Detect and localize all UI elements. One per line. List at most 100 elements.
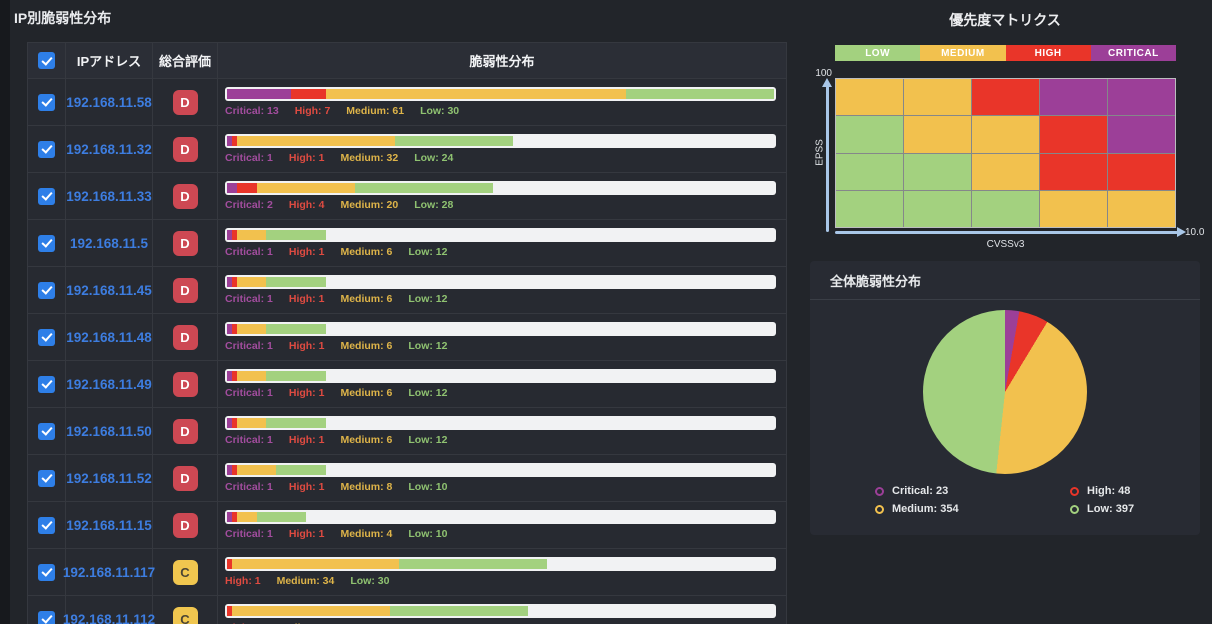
- row-checkbox[interactable]: [38, 422, 55, 440]
- ip-address-link[interactable]: 192.168.11.45: [66, 282, 152, 298]
- row-checkbox[interactable]: [38, 610, 55, 624]
- count-label-critical: Critical: 1: [225, 293, 273, 305]
- row-checkbox[interactable]: [38, 328, 55, 346]
- bar-segment-medium: [256, 183, 356, 193]
- ip-address-link[interactable]: 192.168.11.49: [66, 376, 152, 392]
- row-ip-cell: 192.168.11.15: [66, 502, 153, 549]
- count-label-medium: Medium: 4: [340, 528, 393, 540]
- bar-segment-medium: [236, 277, 267, 287]
- pie-legend-marker-high: [1070, 486, 1079, 496]
- bar-segment-high: [231, 324, 237, 334]
- count-label-high: High: 1: [288, 293, 325, 305]
- pie-legend: Critical: 23 High: 48 Medium: 354 Low: 397: [810, 485, 1200, 515]
- pie-legend-item-high: High: 48: [1005, 485, 1200, 497]
- row-checkbox[interactable]: [38, 234, 55, 252]
- bar-segment-low: [626, 89, 774, 99]
- bar-segment-critical: [227, 465, 232, 475]
- y-axis-arrow-icon: [822, 78, 832, 232]
- ip-address-link[interactable]: 192.168.11.48: [66, 329, 152, 345]
- x-axis-arrow-icon: [835, 227, 1186, 237]
- row-grade-cell: C: [153, 549, 218, 596]
- row-distribution-cell: Critical: 1 High: 1 Medium: 6 Low: 12: [218, 220, 786, 267]
- row-ip-cell: 192.168.11.49: [66, 361, 153, 408]
- header-select-all-cell: [28, 43, 66, 79]
- row-distribution-cell: Critical: 1 High: 1 Medium: 6 Low: 12: [218, 314, 786, 361]
- count-label-high: High: 1: [288, 387, 325, 399]
- row-select-cell: [28, 549, 66, 596]
- ip-address-link[interactable]: 192.168.11.58: [66, 94, 152, 110]
- matrix-cell-medium: [904, 116, 971, 153]
- row-checkbox[interactable]: [38, 93, 55, 111]
- count-label-critical: Critical: 1: [225, 246, 273, 258]
- row-distribution-cell: Critical: 1 High: 1 Medium: 32 Low: 24: [218, 126, 786, 173]
- matrix-cell-low: [836, 116, 903, 153]
- table-row: 192.168.11.50 D Critical: 1 High: 1 Medium: …: [28, 408, 786, 455]
- ip-address-link[interactable]: 192.168.11.15: [66, 517, 152, 533]
- row-checkbox[interactable]: [38, 187, 55, 205]
- matrix-y-axis-label: EPSS: [814, 139, 826, 166]
- ip-address-link[interactable]: 192.168.11.52: [66, 470, 152, 486]
- count-label-medium: Medium: 61: [346, 105, 405, 117]
- bar-segment-critical: [227, 418, 232, 428]
- bar-segment-critical: [227, 512, 232, 522]
- ip-address-link[interactable]: 192.168.11.33: [66, 188, 152, 204]
- table-row: 192.168.11.5 D Critical: 1 High: 1 Medium: 6…: [28, 220, 786, 267]
- table-row: 192.168.11.45 D Critical: 1 High: 1 Medium: …: [28, 267, 786, 314]
- grade-badge: D: [172, 277, 198, 303]
- table-row: 192.168.11.15 D Critical: 1 High: 1 Medium: …: [28, 502, 786, 549]
- row-ip-cell: 192.168.11.58: [66, 79, 153, 126]
- ip-address-link[interactable]: 192.168.11.5: [69, 235, 149, 251]
- priority-matrix-legend: LOW MEDIUM HIGH CRITICAL: [835, 45, 1176, 61]
- row-checkbox[interactable]: [38, 375, 55, 393]
- row-checkbox[interactable]: [38, 563, 55, 581]
- bar-segment-critical: [227, 89, 292, 99]
- count-label-high: High: 1: [288, 434, 325, 446]
- pie-card-title: 全体脆弱性分布: [810, 261, 1200, 300]
- bar-segment-medium: [236, 465, 277, 475]
- ip-address-link[interactable]: 192.168.11.32: [66, 141, 152, 157]
- bar-segment-high: [227, 559, 232, 569]
- row-distribution-cell: Critical: 1 High: 1 Medium: 6 Low: 12: [218, 267, 786, 314]
- severity-counts: Critical: 2 High: 4 Medium: 20 Low: 28: [225, 199, 776, 211]
- count-label-low: Low: 28: [350, 622, 389, 624]
- severity-counts: Critical: 13 High: 7 Medium: 61 Low: 30: [225, 105, 776, 117]
- table-row: 192.168.11.112 C High: 1 Medium: 32 Low: 28: [28, 596, 786, 624]
- matrix-legend-medium: MEDIUM: [920, 45, 1006, 61]
- select-all-checkbox[interactable]: [38, 52, 55, 69]
- header-overall-grade: 総合評価: [153, 43, 218, 79]
- bar-segment-critical: [227, 183, 237, 193]
- row-grade-cell: D: [153, 267, 218, 314]
- severity-bar: [225, 604, 776, 618]
- bar-segment-low: [266, 277, 326, 287]
- row-grade-cell: D: [153, 173, 218, 220]
- count-label-low: Low: 24: [414, 152, 454, 164]
- row-checkbox[interactable]: [38, 516, 55, 534]
- row-checkbox[interactable]: [38, 140, 55, 158]
- grade-badge: D: [172, 324, 198, 350]
- matrix-cell-low: [904, 190, 971, 227]
- matrix-legend-high: HIGH: [1005, 45, 1091, 61]
- pie-legend-item-medium: Medium: 354: [810, 503, 1005, 515]
- row-grade-cell: C: [153, 596, 218, 624]
- bar-segment-low: [355, 183, 494, 193]
- row-checkbox[interactable]: [38, 469, 55, 487]
- ip-address-link[interactable]: 192.168.11.112: [62, 611, 156, 624]
- ip-address-link[interactable]: 192.168.11.50: [66, 423, 152, 439]
- matrix-cell-critical: [1108, 116, 1175, 153]
- count-label-medium: Medium: 6: [340, 387, 393, 399]
- count-label-high: High: 1: [288, 152, 325, 164]
- ip-address-link[interactable]: 192.168.11.117: [62, 564, 156, 580]
- row-ip-cell: 192.168.11.32: [66, 126, 153, 173]
- ip-vulnerability-table: IPアドレス 総合評価 脆弱性分布 192.168.11.58 D Critical…: [27, 42, 787, 624]
- row-select-cell: [28, 361, 66, 408]
- bar-segment-medium: [236, 512, 257, 522]
- row-distribution-cell: Critical: 2 High: 4 Medium: 20 Low: 28: [218, 173, 786, 220]
- matrix-cell-high: [1040, 153, 1107, 190]
- row-checkbox[interactable]: [38, 281, 55, 299]
- bar-segment-medium: [236, 324, 267, 334]
- bar-segment-medium: [236, 371, 267, 381]
- matrix-cell-high: [972, 79, 1039, 116]
- table-row: 192.168.11.58 D Critical: 13 High: 7 Medium:…: [28, 79, 786, 126]
- matrix-cell-medium: [904, 79, 971, 116]
- row-grade-cell: D: [153, 314, 218, 361]
